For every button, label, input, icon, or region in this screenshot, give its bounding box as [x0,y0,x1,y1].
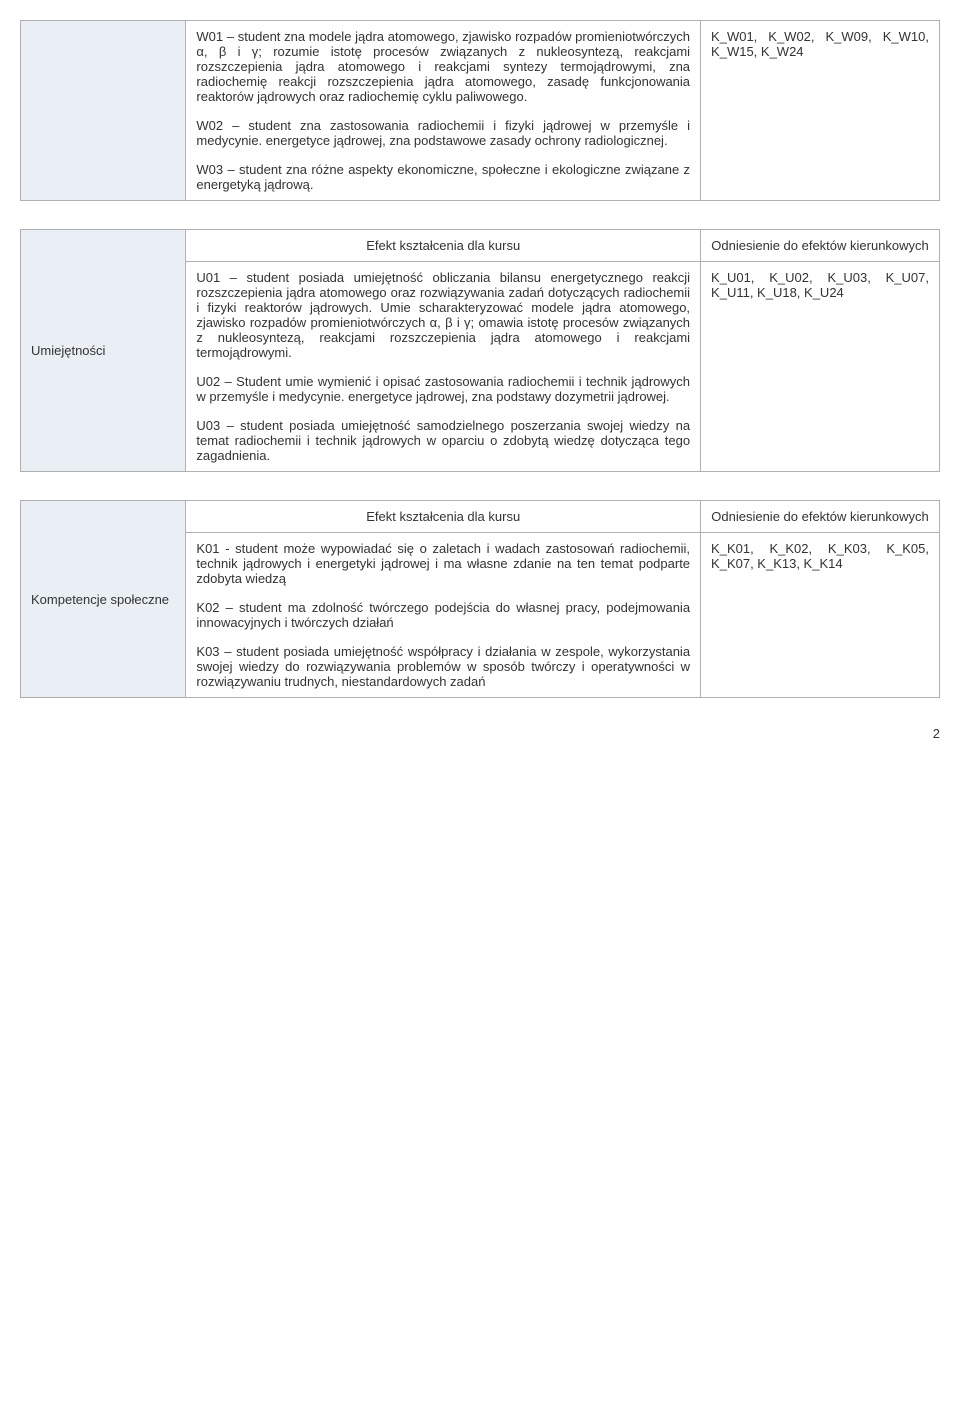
text-u01: U01 – student posiada umiejętność oblicz… [196,270,690,360]
cell-u-effects: U01 – student posiada umiejętność oblicz… [186,262,701,472]
cell-left-skills: Umiejętności [21,230,186,472]
cell-k-codes: K_K01, K_K02, K_K03, K_K05, K_K07, K_K13… [701,533,940,698]
cell-left-competences: Kompetencje społeczne [21,501,186,698]
header-effect-skills: Efekt kształcenia dla kursu [186,230,701,262]
cell-u-codes: K_U01, K_U02, K_U03, K_U07, K_U11, K_U18… [701,262,940,472]
cell-left-empty [21,21,186,201]
header-ref-comp: Odniesienie do efektów kierunkowych [701,501,940,533]
page-number: 2 [20,726,940,741]
header-effect-comp: Efekt kształcenia dla kursu [186,501,701,533]
text-k01: K01 - student może wypowiadać się o zale… [196,541,690,586]
text-w02: W02 – student zna zastosowania radiochem… [196,118,690,148]
text-u03: U03 – student posiada umiejętność samodz… [196,418,690,463]
text-w03: W03 – student zna różne aspekty ekonomic… [196,162,690,192]
text-w01: W01 – student zna modele jądra atomowego… [196,29,690,104]
table-knowledge: W01 – student zna modele jądra atomowego… [20,20,940,201]
table-competences: Kompetencje społeczne Efekt kształcenia … [20,500,940,698]
cell-k-effects: K01 - student może wypowiadać się o zale… [186,533,701,698]
header-ref-skills: Odniesienie do efektów kierunkowych [701,230,940,262]
cell-w-codes: K_W01, K_W02, K_W09, K_W10, K_W15, K_W24 [701,21,940,201]
cell-w-effects: W01 – student zna modele jądra atomowego… [186,21,701,201]
text-k03: K03 – student posiada umiejętność współp… [196,644,690,689]
table-skills: Umiejętności Efekt kształcenia dla kursu… [20,229,940,472]
text-k02: K02 – student ma zdolność twórczego pode… [196,600,690,630]
text-u02: U02 – Student umie wymienić i opisać zas… [196,374,690,404]
